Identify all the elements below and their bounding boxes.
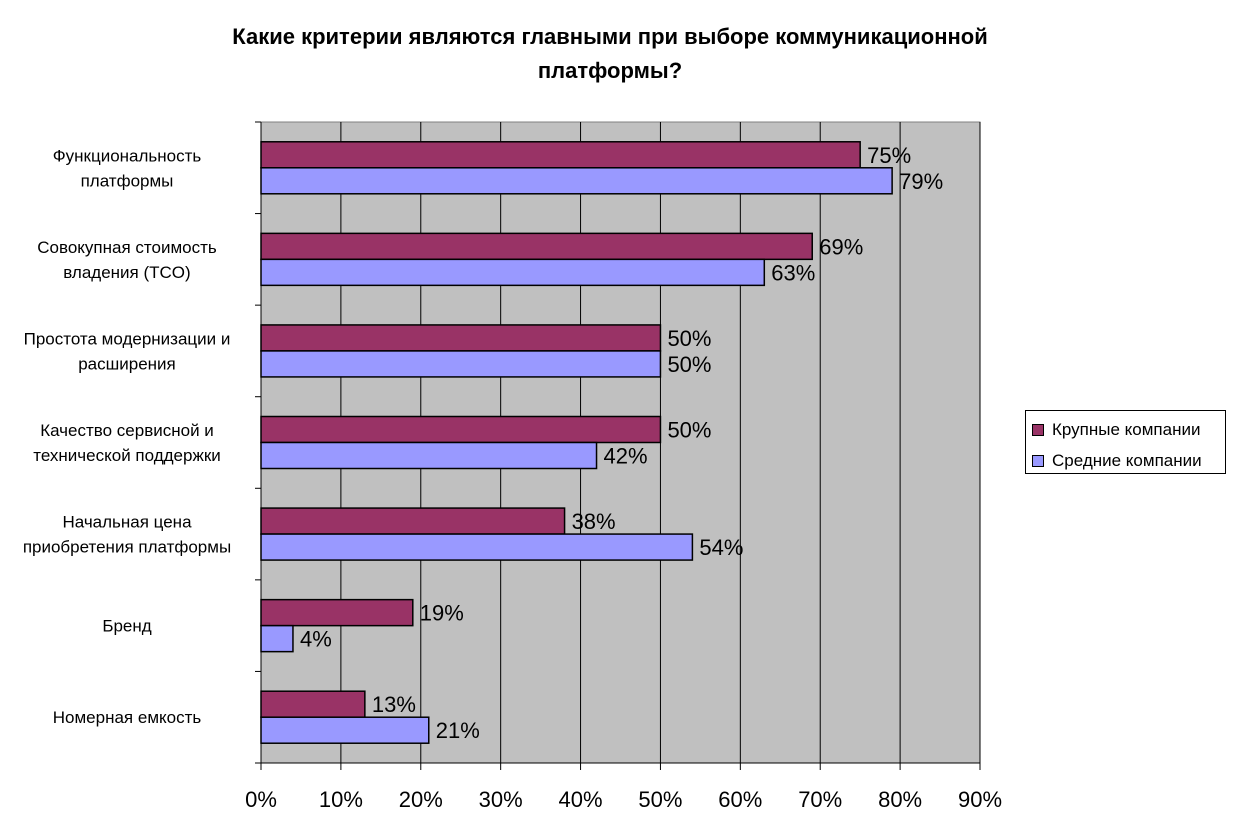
bar-series-1-1 [260, 232, 813, 261]
category-label-0-line-1: платформы [81, 171, 174, 190]
data-label-series-1-3: 50% [667, 418, 711, 443]
legend: Крупные компании Средние компании [1025, 410, 1226, 474]
data-label-series-2-4: 54% [699, 535, 743, 560]
data-label-series-1-5: 19% [420, 601, 464, 626]
x-tick-label-6: 60% [718, 787, 762, 812]
chart-title-line-1: Какие критерии являются главными при выб… [232, 24, 988, 49]
data-label-series-1-0: 75% [867, 143, 911, 168]
bar-series-1-0 [260, 141, 861, 169]
bar-series-1-2 [260, 324, 662, 352]
data-label-series-2-2: 50% [667, 352, 711, 377]
chart-title: Какие критерии являются главными при выб… [150, 20, 1070, 88]
category-label-3-line-0: Качество сервисной и [40, 421, 214, 440]
legend-label-series-1: Крупные компании [1052, 420, 1201, 439]
category-label-4-line-1: приобретения платформы [23, 538, 231, 557]
x-tick-label-9: 90% [958, 787, 1002, 812]
data-label-series-1-4: 38% [572, 509, 616, 534]
data-label-series-2-6: 21% [436, 718, 480, 743]
bar-series-2-0 [260, 167, 893, 195]
x-tick-label-8: 80% [878, 787, 922, 812]
category-label-5-line-0: Бренд [102, 617, 151, 636]
legend-swatch-series-2 [1032, 455, 1044, 467]
bar-series-1-5 [260, 598, 414, 627]
data-label-series-2-0: 79% [899, 169, 943, 194]
bar-series-1-3 [260, 415, 662, 444]
data-label-series-2-3: 42% [604, 444, 648, 469]
data-label-series-2-1: 63% [771, 260, 815, 285]
category-label-1-line-0: Совокупная стоимость [37, 238, 217, 257]
bar-series-2-3 [260, 441, 598, 470]
bar-series-2-1 [260, 258, 766, 287]
bar-series-2-2 [260, 350, 662, 378]
category-label-3-line-1: технической поддержки [33, 446, 221, 465]
legend-item-series-1: Крупные компании [1032, 420, 1200, 440]
x-tick-label-4: 40% [559, 787, 603, 812]
chart-title-line-2: платформы? [537, 58, 683, 83]
category-label-6-line-0: Номерная емкость [53, 708, 202, 727]
data-label-series-1-1: 69% [819, 234, 863, 259]
data-label-series-2-5: 4% [300, 627, 332, 652]
data-label-series-1-2: 50% [667, 326, 711, 351]
category-label-1-line-1: владения (TCO) [63, 263, 190, 282]
x-tick-label-3: 30% [479, 787, 523, 812]
legend-label-series-2: Средние компании [1052, 451, 1202, 470]
legend-item-series-2: Средние компании [1032, 451, 1202, 471]
x-tick-label-2: 20% [399, 787, 443, 812]
bar-series-2-4 [260, 533, 694, 561]
legend-swatch-series-1 [1032, 424, 1044, 436]
x-tick-label-0: 0% [245, 787, 277, 812]
category-label-4-line-0: Начальная цена [62, 513, 192, 532]
category-label-2-line-1: расширения [78, 354, 176, 373]
bar-series-1-4 [260, 507, 566, 535]
data-label-series-1-6: 13% [372, 692, 416, 717]
bar-series-2-6 [260, 716, 430, 744]
category-label-0-line-0: Функциональность [53, 146, 202, 165]
bar-series-1-6 [260, 690, 366, 718]
category-label-2-line-0: Простота модернизации и [24, 329, 231, 348]
x-tick-label-7: 70% [798, 787, 842, 812]
bar-series-2-5 [260, 624, 294, 653]
x-tick-label-5: 50% [638, 787, 682, 812]
x-tick-label-1: 10% [319, 787, 363, 812]
